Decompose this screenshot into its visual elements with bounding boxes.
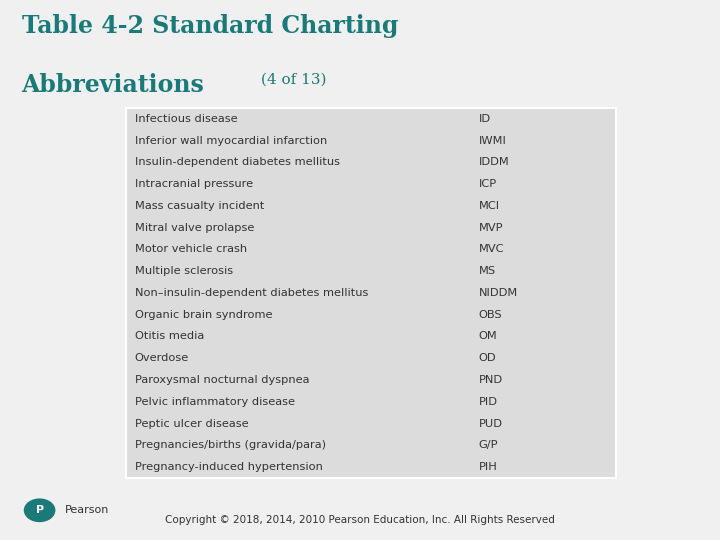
Text: Paroxysmal nocturnal dyspnea: Paroxysmal nocturnal dyspnea	[135, 375, 309, 385]
Text: NIDDM: NIDDM	[479, 288, 518, 298]
Text: Overdose: Overdose	[135, 353, 189, 363]
Text: Multiple sclerosis: Multiple sclerosis	[135, 266, 233, 276]
Text: Inferior wall myocardial infarction: Inferior wall myocardial infarction	[135, 136, 327, 146]
Text: Otitis media: Otitis media	[135, 332, 204, 341]
Text: MS: MS	[479, 266, 495, 276]
Text: Table 4-2 Standard Charting: Table 4-2 Standard Charting	[22, 14, 398, 37]
Text: Pregnancies/births (gravida/para): Pregnancies/births (gravida/para)	[135, 440, 325, 450]
Text: Infectious disease: Infectious disease	[135, 114, 238, 124]
Text: Pregnancy-induced hypertension: Pregnancy-induced hypertension	[135, 462, 323, 472]
Text: ICP: ICP	[479, 179, 497, 189]
Text: Copyright © 2018, 2014, 2010 Pearson Education, Inc. All Rights Reserved: Copyright © 2018, 2014, 2010 Pearson Edu…	[165, 515, 555, 525]
Text: OBS: OBS	[479, 310, 502, 320]
Text: PID: PID	[479, 397, 498, 407]
Text: Motor vehicle crash: Motor vehicle crash	[135, 245, 247, 254]
Text: MCI: MCI	[479, 201, 500, 211]
Text: PIH: PIH	[479, 462, 498, 472]
Text: OD: OD	[479, 353, 496, 363]
Text: (4 of 13): (4 of 13)	[256, 73, 326, 87]
Text: PND: PND	[479, 375, 503, 385]
Text: MVP: MVP	[479, 222, 503, 233]
Text: Insulin-dependent diabetes mellitus: Insulin-dependent diabetes mellitus	[135, 157, 340, 167]
Text: MVC: MVC	[479, 245, 504, 254]
Text: IWMI: IWMI	[479, 136, 506, 146]
Text: Organic brain syndrome: Organic brain syndrome	[135, 310, 272, 320]
FancyBboxPatch shape	[126, 108, 616, 478]
Text: Peptic ulcer disease: Peptic ulcer disease	[135, 418, 248, 429]
Text: OM: OM	[479, 332, 498, 341]
Circle shape	[24, 498, 55, 522]
Text: Abbreviations: Abbreviations	[22, 73, 204, 97]
Text: Pearson: Pearson	[65, 505, 109, 515]
Text: Mitral valve prolapse: Mitral valve prolapse	[135, 222, 254, 233]
Text: G/P: G/P	[479, 440, 498, 450]
Text: PUD: PUD	[479, 418, 503, 429]
Text: Pelvic inflammatory disease: Pelvic inflammatory disease	[135, 397, 294, 407]
Text: Mass casualty incident: Mass casualty incident	[135, 201, 264, 211]
Text: Non–insulin-dependent diabetes mellitus: Non–insulin-dependent diabetes mellitus	[135, 288, 368, 298]
Text: IDDM: IDDM	[479, 157, 509, 167]
Text: ID: ID	[479, 114, 490, 124]
Text: P: P	[35, 505, 44, 515]
Text: Intracranial pressure: Intracranial pressure	[135, 179, 253, 189]
